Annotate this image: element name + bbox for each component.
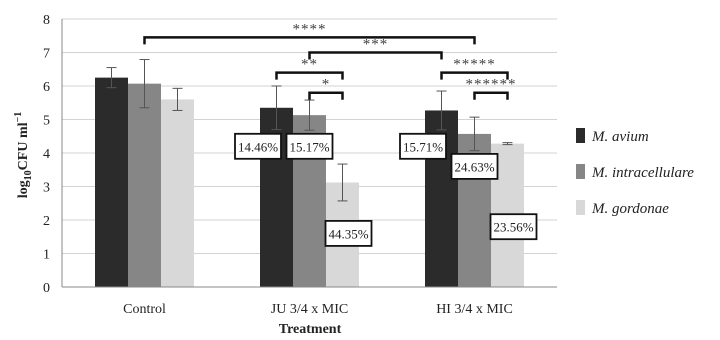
legend-swatch [576,128,585,143]
x-axis-title: Treatment [279,322,342,337]
percent-label: 44.35% [328,226,368,241]
significance-bracket [275,71,344,80]
significance-bracket [308,91,344,100]
y-ticks: 0 1 2 3 4 5 6 7 8 [43,13,50,296]
percent-label-box [234,132,282,160]
significance-label: ***** [453,57,496,73]
y-tick-label: 8 [43,13,50,28]
bar [161,99,194,288]
category-label: Control [123,302,166,317]
significance-label: **** [293,21,327,37]
error-bars [106,59,513,202]
significance-brackets: ********************* [143,21,517,100]
legend-swatch [576,200,585,215]
significance-bracket [308,51,443,60]
y-tick-label: 7 [43,47,50,62]
category-label: JU 3/4 x MIC [271,302,348,317]
y-tick-label: 3 [43,181,50,196]
percent-labels: 14.46% 15.71% 15.17% 24.63% 44.35% 23.56% [234,132,538,247]
significance-bracket [473,91,509,100]
y-tick-label: 5 [43,114,50,129]
y-tick-label: 2 [43,214,50,229]
significance-bracket [143,36,476,45]
significance-label: *** [363,37,389,53]
bar [95,77,128,287]
percent-label: 15.17% [289,139,329,154]
bar [128,83,161,287]
percent-label-box [285,132,334,160]
y-axis-title: log10CFU ml−1 [13,112,34,198]
category-labels: Control JU 3/4 x MIC HI 3/4 x MIC [123,302,513,317]
y-tick-label: 4 [43,147,50,162]
significance-label: ** [301,57,318,73]
percent-label: 24.63% [454,159,494,174]
y-tick-label: 1 [43,248,50,263]
percent-label-box [324,219,373,247]
percent-label-box [450,152,499,180]
percent-label-box [399,132,447,160]
significance-label: ****** [466,77,517,93]
significance-bracket [440,71,509,80]
percent-label: 14.46% [238,139,278,154]
y-tick-label: 6 [43,80,50,95]
legend-swatch [576,164,585,179]
y-tick-label: 0 [43,281,50,296]
legend: M. avium M. intracellulare M. gordonae [576,128,694,217]
percent-label: 15.71% [403,139,443,154]
percent-label: 23.56% [493,220,533,235]
legend-label: M. avium [591,129,649,145]
percent-label-box [489,213,538,241]
significance-label: * [322,77,331,93]
legend-label: M. intracellulare [591,165,694,181]
category-label: HI 3/4 x MIC [436,302,513,317]
legend-label: M. gordonae [591,201,669,217]
